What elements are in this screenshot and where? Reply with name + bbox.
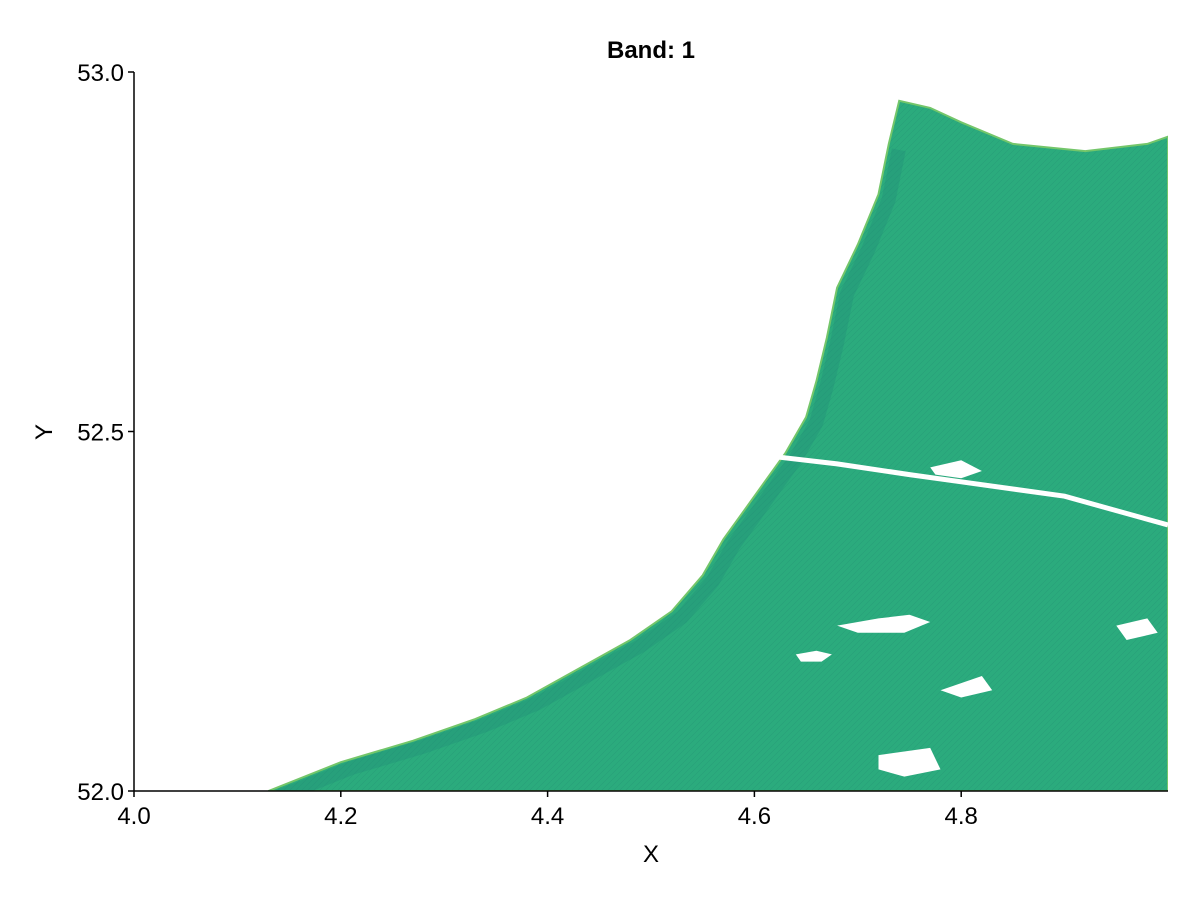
water-body-3 xyxy=(1116,618,1158,640)
y-tick-label: 52.0 xyxy=(77,779,124,806)
dune-relief xyxy=(275,148,906,791)
y-axis-label: Y xyxy=(31,424,58,440)
water-bodies xyxy=(723,450,1168,777)
x-tick-label: 4.2 xyxy=(324,803,357,830)
x-axis-label: X xyxy=(643,841,659,868)
water-body-6 xyxy=(940,676,993,698)
water-body-5 xyxy=(930,460,982,479)
plot-area xyxy=(268,99,1168,791)
canal-line xyxy=(723,450,1168,528)
y-tick-label: 53.0 xyxy=(77,60,124,87)
y-tick-label: 52.5 xyxy=(77,420,124,447)
water-body-4 xyxy=(878,747,941,777)
land-raster xyxy=(268,99,1168,791)
water-body-1 xyxy=(837,614,931,633)
x-tick-label: 4.4 xyxy=(531,803,564,830)
water-body-2 xyxy=(795,650,832,662)
x-tick-label: 4.8 xyxy=(945,803,978,830)
x-tick-label: 4.0 xyxy=(117,803,150,830)
x-tick-label: 4.6 xyxy=(738,803,771,830)
chart-title: Band: 1 xyxy=(607,37,695,64)
land-area xyxy=(268,99,1168,791)
x-axis-ticks: 4.0 4.2 4.4 4.6 4.8 xyxy=(117,791,978,830)
y-axis-ticks: 52.0 52.5 53.0 xyxy=(77,60,134,806)
